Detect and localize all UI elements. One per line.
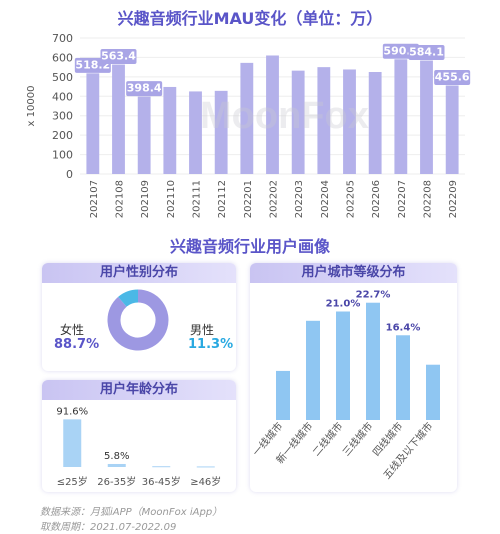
y-tick-label: 200 xyxy=(52,129,73,142)
x-tick-label: 202201 xyxy=(243,180,254,218)
female-label: 女性 xyxy=(60,323,85,337)
male-label: 男性 xyxy=(190,323,215,337)
mau-bar xyxy=(163,86,177,174)
mau-bar xyxy=(291,70,305,174)
city-panel-title: 用户城市等级分布 xyxy=(250,263,457,283)
age-panel: 用户年龄分布 xyxy=(42,380,236,492)
x-tick-label: 202112 xyxy=(217,180,228,218)
x-tick-label: 202209 xyxy=(448,180,459,218)
mau-bar xyxy=(137,96,151,174)
y-tick-label: 0 xyxy=(66,168,73,181)
mau-bar xyxy=(240,62,254,174)
gender-panel-title: 用户性别分布 xyxy=(42,263,236,283)
x-tick-label: 202208 xyxy=(423,180,434,218)
mau-bar xyxy=(394,59,408,174)
y-axis-label: x 10000 xyxy=(26,86,37,127)
x-tick-label: 202109 xyxy=(140,180,151,218)
y-tick-label: 100 xyxy=(52,149,73,162)
mau-bar xyxy=(368,72,382,174)
portrait-section-title: 兴趣音频行业用户画像 xyxy=(169,237,330,256)
y-tick-label: 500 xyxy=(52,71,73,84)
mau-bar xyxy=(214,90,228,174)
y-tick-label: 700 xyxy=(52,32,73,45)
x-tick-label: 202205 xyxy=(346,180,357,218)
mau-bar xyxy=(112,64,125,174)
mau-bar xyxy=(445,85,459,174)
female-value: 88.7% xyxy=(54,337,100,352)
x-tick-label: 202206 xyxy=(371,180,382,218)
mau-bar xyxy=(189,91,202,174)
mau-data-label: 563.4 xyxy=(101,50,136,63)
mau-data-label-bg xyxy=(100,49,137,65)
mau-data-label-bg xyxy=(408,45,445,61)
footer-period: 取数周期：2021.07-2022.09 xyxy=(40,522,177,533)
mau-data-label: 455.6 xyxy=(435,70,470,83)
mau-bar xyxy=(343,69,356,174)
mau-bar xyxy=(266,55,279,174)
mau-data-label-bg xyxy=(126,81,163,97)
footer-source: 数据来源：月狐iAPP（MoonFox iApp） xyxy=(40,507,223,518)
mau-bar xyxy=(317,67,331,174)
mau-chart-title: 兴趣音频行业MAU变化（单位：万） xyxy=(117,9,383,28)
x-tick-label: 202108 xyxy=(115,180,126,218)
y-tick-label: 600 xyxy=(52,51,73,64)
mau-bar xyxy=(86,73,100,174)
gender-panel: 用户性别分布 女性 88.7% 男性 11.3% xyxy=(42,263,236,371)
x-tick-label: 202207 xyxy=(397,180,408,218)
x-tick-label: 202110 xyxy=(166,180,177,218)
age-panel-title: 用户年龄分布 xyxy=(42,380,236,400)
y-tick-label: 400 xyxy=(52,90,73,103)
x-tick-label: 202202 xyxy=(269,180,280,218)
y-tick-label: 300 xyxy=(52,110,73,123)
mau-data-label: 398.4 xyxy=(127,82,162,95)
mau-bar xyxy=(420,60,433,174)
city-panel: 用户城市等级分布 xyxy=(250,263,457,492)
x-tick-label: 202107 xyxy=(89,180,100,218)
mau-data-label-bg xyxy=(434,69,471,85)
mau-data-label: 584.1 xyxy=(409,46,444,59)
x-tick-label: 202204 xyxy=(320,180,331,218)
male-value: 11.3% xyxy=(188,337,234,352)
x-tick-label: 202203 xyxy=(294,180,305,218)
x-tick-label: 202111 xyxy=(192,180,203,218)
